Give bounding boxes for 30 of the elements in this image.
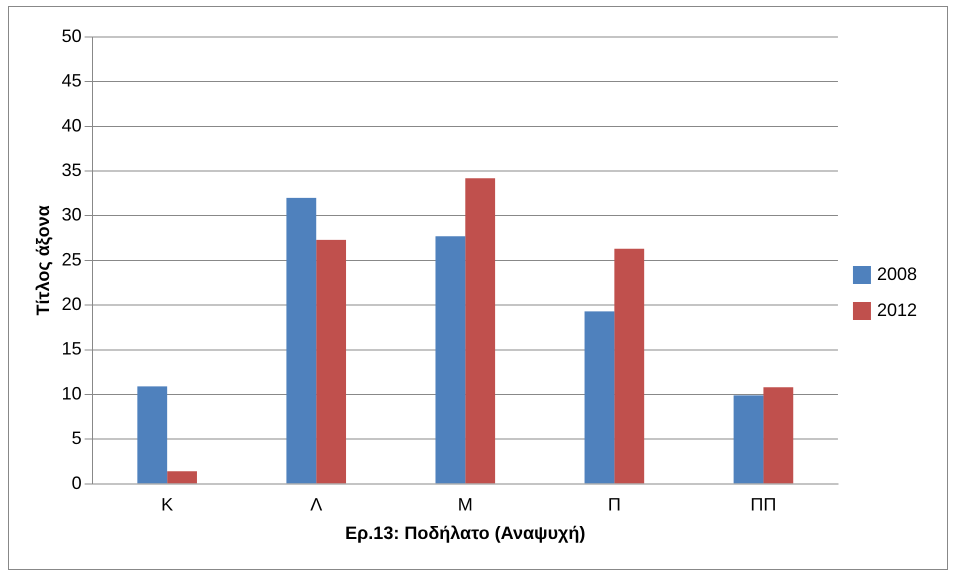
y-tick-label: 20 xyxy=(62,294,82,314)
y-tick-label: 40 xyxy=(62,115,82,136)
bar xyxy=(614,248,644,484)
legend-label: 2008 xyxy=(876,264,918,284)
y-tick-label: 25 xyxy=(62,249,82,270)
x-tick-label: ΠΠ xyxy=(750,494,776,515)
y-tick-label: 50 xyxy=(62,26,82,46)
y-tick-label: 10 xyxy=(62,383,82,404)
y-tick-label: 45 xyxy=(62,70,82,91)
x-axis-title: Ερ.13: Ποδήλατο (Αναψυχή) xyxy=(345,523,586,544)
y-tick-label: 0 xyxy=(72,472,82,493)
y-tick-label: 35 xyxy=(62,160,82,180)
bar xyxy=(763,387,794,484)
bar xyxy=(734,395,764,484)
legend-label: 2012 xyxy=(876,300,918,320)
y-axis-title: Τίτλος άξονα xyxy=(32,205,53,316)
bar xyxy=(435,236,466,484)
bar xyxy=(167,471,197,484)
y-tick-label: 30 xyxy=(62,204,82,225)
bar xyxy=(584,311,614,484)
bar xyxy=(316,240,346,484)
bar xyxy=(137,386,168,484)
y-tick-label: 15 xyxy=(62,338,82,359)
x-tick-label: Κ xyxy=(161,494,174,515)
x-tick-label: Λ xyxy=(310,494,322,515)
bar xyxy=(286,198,316,484)
x-tick-label: Μ xyxy=(458,494,473,515)
y-tick-label: 5 xyxy=(72,428,82,448)
x-tick-label: Π xyxy=(608,494,621,515)
bar xyxy=(465,178,496,484)
